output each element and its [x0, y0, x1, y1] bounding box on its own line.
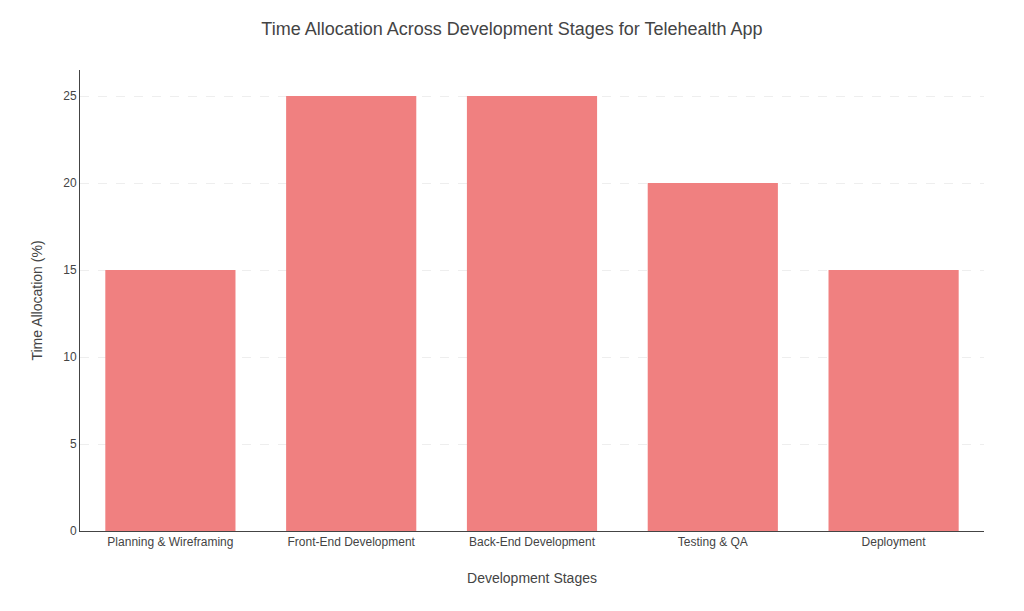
svg-text:Time Allocation Across Develop: Time Allocation Across Development Stage… — [261, 19, 762, 39]
svg-text:Development Stages: Development Stages — [467, 570, 597, 586]
svg-text:Testing & QA: Testing & QA — [678, 535, 748, 549]
svg-text:Planning & Wireframing: Planning & Wireframing — [107, 535, 233, 549]
svg-text:Time Allocation (%): Time Allocation (%) — [29, 240, 45, 360]
svg-text:0: 0 — [70, 524, 77, 538]
svg-text:10: 10 — [63, 350, 77, 364]
svg-text:25: 25 — [63, 89, 77, 103]
svg-text:20: 20 — [63, 176, 77, 190]
svg-text:15: 15 — [63, 263, 77, 277]
svg-text:Deployment: Deployment — [862, 535, 927, 549]
svg-text:Back-End Development: Back-End Development — [469, 535, 596, 549]
svg-text:5: 5 — [70, 437, 77, 451]
svg-text:Front-End Development: Front-End Development — [287, 535, 415, 549]
